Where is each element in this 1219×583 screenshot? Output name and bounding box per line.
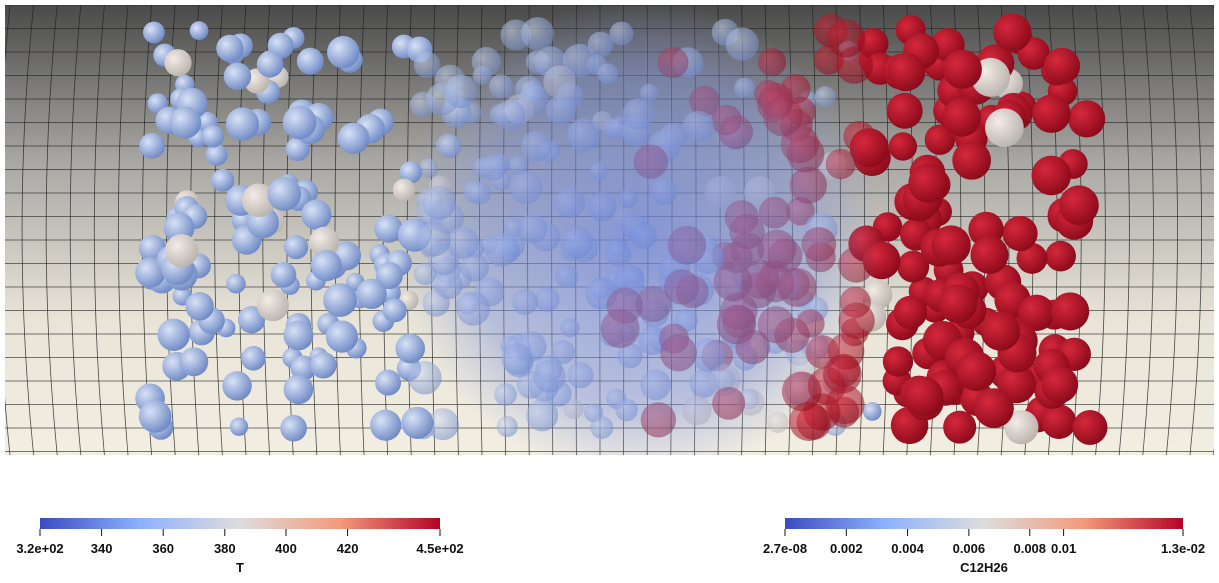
tick-label: 380	[214, 541, 236, 556]
particle	[943, 411, 976, 444]
color-bar	[40, 518, 440, 529]
particle	[908, 163, 948, 203]
particle	[283, 106, 317, 140]
tick-label: 0.008	[1013, 541, 1046, 556]
particle	[1073, 410, 1108, 445]
particle	[395, 334, 425, 364]
particle	[283, 320, 313, 350]
tick-label: 2.7e-08	[763, 541, 807, 556]
particle	[226, 274, 246, 294]
particle	[179, 347, 208, 376]
particle	[356, 279, 386, 309]
tick-label: 340	[91, 541, 113, 556]
particle	[970, 236, 1008, 274]
particle	[327, 36, 359, 68]
particle	[165, 234, 198, 267]
particle	[1041, 366, 1078, 403]
particle	[326, 321, 358, 353]
particle	[974, 388, 1014, 428]
particle	[185, 292, 214, 321]
particle	[1031, 156, 1071, 196]
particle	[1051, 292, 1089, 330]
particle	[1045, 241, 1076, 272]
particle	[169, 107, 201, 139]
particle	[938, 284, 977, 323]
particle	[139, 400, 172, 433]
particle	[284, 375, 314, 405]
particle	[226, 107, 259, 140]
particle	[1002, 216, 1037, 251]
particle	[887, 53, 925, 91]
color-legends: 3.2e+02 340 360 380 400 420 4.5e+02 T 2.7e-08 0.0…	[16, 518, 1205, 575]
particle	[1059, 185, 1099, 225]
legend-title: C12H26	[960, 560, 1008, 575]
particle	[956, 351, 996, 391]
particle	[943, 50, 982, 89]
particle	[383, 298, 407, 322]
particle	[952, 141, 991, 180]
particle	[375, 370, 401, 396]
color-bar	[785, 518, 1183, 529]
particle	[827, 19, 865, 57]
tick-label: 400	[275, 541, 297, 556]
particle	[887, 93, 923, 129]
particle	[139, 133, 165, 159]
particle	[280, 415, 307, 442]
particle	[143, 22, 165, 44]
particle	[230, 417, 248, 435]
particle	[981, 311, 1021, 351]
particle	[894, 296, 927, 329]
render-view: 3.2e+02 340 360 380 400 420 4.5e+02 T 2.7e-08 0.0…	[0, 0, 1219, 578]
mesh-line	[1214, 5, 1219, 455]
tick-label: 0.006	[953, 541, 986, 556]
scene	[0, 0, 1219, 480]
particle	[310, 352, 337, 379]
particle	[370, 410, 401, 441]
particle	[206, 144, 228, 166]
tick-label: 0.002	[830, 541, 863, 556]
particle	[311, 250, 342, 281]
particle	[993, 13, 1031, 51]
particle	[323, 283, 357, 317]
particle	[297, 48, 324, 75]
tick-label: 0.01	[1051, 541, 1076, 556]
particle	[164, 49, 191, 76]
particle	[158, 319, 190, 351]
particle	[883, 346, 913, 376]
particle	[1032, 95, 1070, 133]
particle	[942, 98, 981, 137]
particle	[1042, 404, 1077, 439]
particle	[257, 289, 289, 321]
tick-label: 420	[337, 541, 359, 556]
particle	[1068, 100, 1105, 137]
particle	[284, 235, 308, 259]
particle	[985, 108, 1024, 147]
legend-title: T	[236, 560, 244, 575]
particle	[202, 125, 224, 147]
particle	[241, 346, 265, 370]
particle	[190, 21, 209, 40]
tick-label: 360	[152, 541, 174, 556]
particle	[216, 35, 243, 62]
particle	[271, 262, 297, 288]
particle	[301, 200, 331, 230]
particle	[338, 122, 370, 154]
particle	[224, 63, 252, 91]
tick-label: 4.5e+02	[416, 541, 463, 556]
particle	[931, 225, 971, 265]
particle	[267, 177, 301, 211]
tick-label: 0.004	[891, 541, 924, 556]
particle	[904, 376, 944, 416]
particle	[222, 371, 251, 400]
particle	[257, 51, 284, 78]
vapor-cloud	[400, 0, 880, 480]
tick-label: 1.3e-02	[1161, 541, 1205, 556]
particle	[401, 407, 433, 439]
tick-label: 3.2e+02	[16, 541, 63, 556]
particle	[889, 132, 917, 160]
particle	[1044, 48, 1080, 84]
particle	[211, 169, 234, 192]
particle	[825, 385, 864, 424]
particle	[863, 402, 882, 421]
